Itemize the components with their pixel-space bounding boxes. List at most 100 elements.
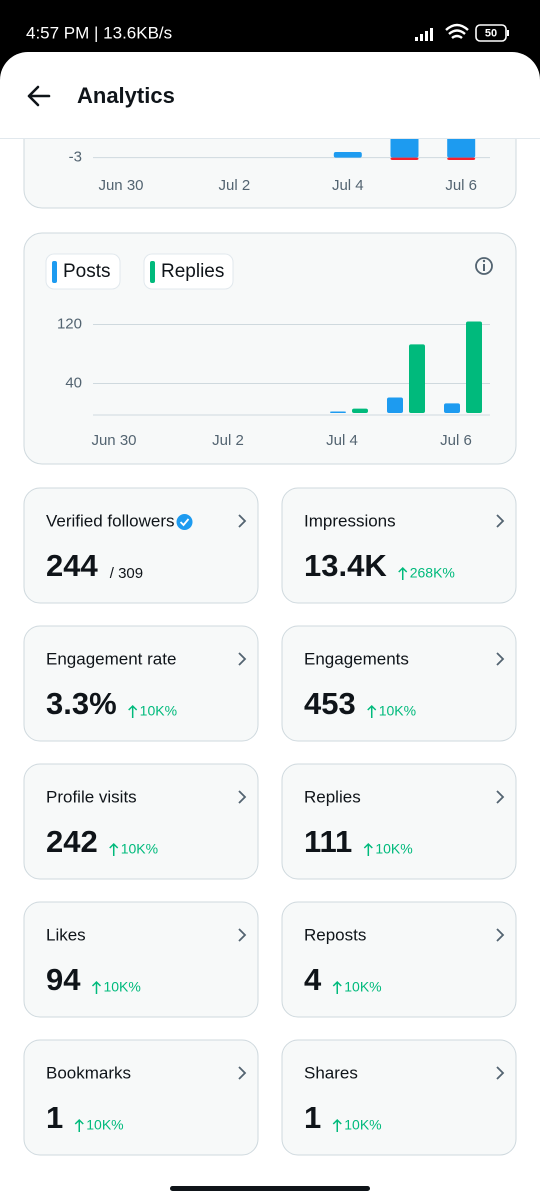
card-background <box>281 487 517 604</box>
metric-change: 10K% <box>379 703 416 719</box>
metric-card[interactable]: Bookmarks 1 10K% <box>23 1039 259 1156</box>
bar <box>330 411 346 413</box>
legend-swatch <box>150 261 155 283</box>
bar <box>447 157 476 160</box>
metric-label: Bookmarks <box>46 1063 131 1082</box>
metric-card[interactable]: Engagements 453 10K% <box>281 625 517 742</box>
metric-value: 1 <box>304 1100 321 1135</box>
up-arrow <box>74 1118 84 1132</box>
up-arrow <box>128 704 138 718</box>
card-background <box>281 901 517 1018</box>
card-background <box>281 763 517 880</box>
x-tick-label: Jul 6 <box>440 432 472 449</box>
card-background <box>23 1039 259 1156</box>
metric-label: Shares <box>304 1063 358 1082</box>
x-tick-label: Jun 30 <box>91 432 136 449</box>
legend-label: Replies <box>161 261 224 282</box>
metric-change: 10K% <box>140 703 177 719</box>
legend-chip[interactable] <box>45 253 121 290</box>
metric-total: / 309 <box>110 565 143 582</box>
posts-chart: 40 120 Jun 30 Jul 2 Jul 4 Jul 6 Posts Replies <box>23 232 517 465</box>
x-tick-label: Jun 30 <box>98 177 143 194</box>
bar <box>333 152 362 158</box>
chevron <box>496 652 505 666</box>
chevron <box>238 1066 247 1080</box>
legend-chip[interactable] <box>143 253 234 290</box>
card-background <box>281 1039 517 1156</box>
metric-card[interactable]: Verified followers 244 / 309 <box>23 487 259 604</box>
chevron <box>496 790 505 804</box>
status-time: 4:57 PM | 13.6KB/s <box>26 23 172 42</box>
battery-level: 50 <box>485 27 497 39</box>
verified-check <box>179 518 190 527</box>
info-icon[interactable] <box>475 257 493 275</box>
card-background <box>281 625 517 742</box>
bar <box>387 397 403 413</box>
metric-value: 111 <box>304 824 352 859</box>
metric-card[interactable]: Likes 94 10K% <box>23 901 259 1018</box>
metric-value: 242 <box>46 824 98 859</box>
up-arrow <box>363 842 373 856</box>
up-arrow <box>332 1118 342 1132</box>
bar <box>352 408 368 413</box>
metric-value: 3.3% <box>46 686 117 721</box>
bar <box>390 157 419 160</box>
metric-value: 94 <box>46 962 81 997</box>
up-arrow <box>367 704 377 718</box>
legend-swatch <box>52 261 57 283</box>
metric-card[interactable]: Reposts 4 10K% <box>281 901 517 1018</box>
metric-label: Likes <box>46 925 86 944</box>
chevron <box>496 928 505 942</box>
metric-value: 244 <box>46 548 98 583</box>
metric-value: 1 <box>46 1100 63 1135</box>
card-background <box>23 625 259 742</box>
up-arrow <box>91 980 102 994</box>
up-arrow <box>332 980 342 994</box>
metric-change: 10K% <box>103 979 140 995</box>
metric-label: Replies <box>304 787 361 806</box>
metric-card[interactable]: Impressions 13.4K 268K% <box>281 487 517 604</box>
metric-change: 10K% <box>344 979 381 995</box>
metric-label: Impressions <box>304 511 396 530</box>
y-tick-label: -3 <box>69 149 82 166</box>
signal-icon <box>415 28 433 41</box>
metric-change: 268K% <box>410 565 455 581</box>
chevron <box>238 514 247 528</box>
back-button[interactable] <box>27 85 51 107</box>
bar <box>466 321 482 413</box>
metric-card[interactable]: Replies 111 10K% <box>281 763 517 880</box>
header-fill <box>0 90 540 138</box>
battery-icon <box>475 24 507 42</box>
metric-label: Reposts <box>304 925 366 944</box>
x-tick-label: Jul 4 <box>332 177 364 194</box>
metric-change: 10K% <box>121 841 158 857</box>
chevron <box>238 652 247 666</box>
y-tick-label: 120 <box>57 315 82 332</box>
bar <box>444 403 460 413</box>
bar <box>409 344 425 413</box>
metric-change: 10K% <box>86 1117 123 1133</box>
x-tick-label: Jul 6 <box>445 177 477 194</box>
card-background <box>23 487 259 604</box>
metric-card[interactable]: Shares 1 10K% <box>281 1039 517 1156</box>
metric-card[interactable]: Profile visits 242 10K% <box>23 763 259 880</box>
metric-label: Engagement rate <box>46 649 176 668</box>
battery-tip <box>507 30 509 36</box>
page-title: Analytics <box>77 83 175 108</box>
chevron <box>238 928 247 942</box>
metric-change: 10K% <box>375 841 412 857</box>
chevron <box>496 1066 505 1080</box>
card-background <box>23 763 259 880</box>
home-indicator <box>170 1186 370 1191</box>
x-tick-label: Jul 2 <box>212 432 244 449</box>
metric-label: Verified followers <box>46 511 175 530</box>
y-tick-label: 40 <box>65 374 82 391</box>
wifi-icon <box>445 23 469 39</box>
card-background <box>23 901 259 1018</box>
chevron <box>238 790 247 804</box>
chevron <box>496 514 505 528</box>
metric-value: 13.4K <box>304 548 387 583</box>
metric-card[interactable]: Engagement rate 3.3% 10K% <box>23 625 259 742</box>
